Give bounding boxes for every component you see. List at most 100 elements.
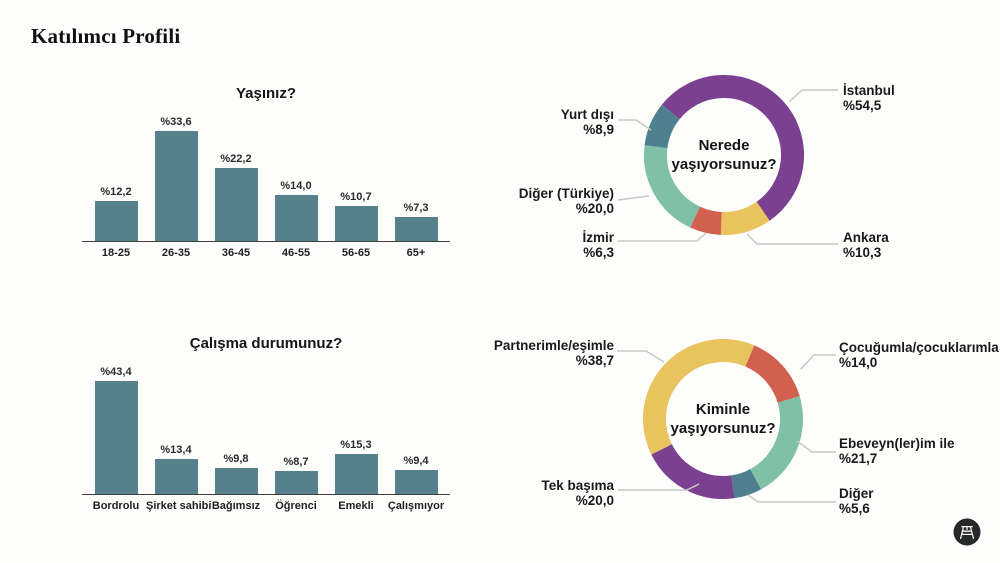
segment-name: Diğer (Türkiye) [518, 186, 614, 201]
bar-value-label: %12,2 [100, 186, 132, 198]
age-bar-chart: Yaşınız? %12,2 %33,6 %22,2 %14,0 %10,7 %7,3 1… [82, 84, 450, 259]
segment-name: Ebeveyn(ler)im ile [839, 436, 955, 451]
bar-category-label: 26-35 [161, 247, 191, 259]
bar-category-label: 36-45 [221, 247, 251, 259]
bar-value-label: %22,2 [220, 153, 252, 165]
bar-value-label: %10,7 [340, 191, 372, 203]
bar-category-label: 56-65 [341, 247, 371, 259]
bar [334, 454, 378, 494]
bar-category-label: Bordrolu [92, 500, 140, 512]
bar [214, 168, 258, 241]
donut-segment [720, 201, 770, 235]
bar [94, 201, 138, 241]
bar [394, 470, 438, 494]
bar-value-label: %43,4 [100, 366, 132, 378]
bar [274, 195, 318, 241]
bar [154, 459, 198, 494]
label-partnerimle: Partnerimle/eşimle %38,7 [434, 338, 614, 368]
bar-column: %10,7 [326, 191, 386, 241]
segment-name: Ankara [843, 230, 889, 245]
donut-segment [730, 468, 762, 499]
donut-segment [661, 75, 804, 221]
chart-title: Çalışma durumunuz? [189, 335, 343, 352]
label-diger: Diğer %5,6 [839, 486, 874, 516]
work-bar-chart: Çalışma durumunuz? %43,4 %13,4 %9,8 %8,7 %15… [82, 334, 450, 512]
segment-name: Yurt dışı [560, 107, 614, 122]
bar-category-label: 18-25 [101, 247, 131, 259]
bar-column: %12,2 [86, 186, 146, 241]
segment-name: İstanbul [843, 83, 895, 98]
bar-value-label: %9,8 [223, 453, 249, 465]
label-diger-turkiye: Diğer (Türkiye) %20,0 [454, 186, 614, 216]
donut-segment [651, 443, 735, 499]
bar-column: %33,6 [146, 116, 206, 241]
bar-value-label: %7,3 [403, 202, 429, 214]
segment-value: %38,7 [575, 353, 614, 368]
segment-value: %8,9 [583, 122, 614, 137]
label-istanbul: İstanbul %54,5 [843, 83, 895, 113]
bar-value-label: %8,7 [283, 456, 309, 468]
bar [334, 206, 378, 241]
bar [394, 217, 438, 241]
segment-value: %14,0 [839, 355, 878, 370]
bar-column: %13,4 [146, 444, 206, 494]
bar [274, 471, 318, 494]
bar [94, 381, 138, 494]
label-tek-basima: Tek başıma %20,0 [454, 478, 614, 508]
donut-segment [749, 396, 803, 490]
bar [154, 131, 198, 241]
label-ebeveyn: Ebeveyn(ler)im ile %21,7 [839, 436, 955, 466]
bar-value-label: %9,4 [403, 455, 429, 467]
bar-value-label: %14,0 [280, 180, 312, 192]
donut-segment [644, 104, 681, 149]
bar-column: %9,4 [386, 455, 446, 494]
segment-value: %6,3 [583, 245, 614, 260]
bar-column: %14,0 [266, 180, 326, 241]
stool-icon [953, 518, 981, 546]
bar-category-label: Bağımsız [211, 500, 261, 512]
bar-plot-area: %43,4 %13,4 %9,8 %8,7 %15,3 %9,4 [82, 366, 450, 495]
bar-plot-area: %12,2 %33,6 %22,2 %14,0 %10,7 %7,3 [82, 116, 450, 242]
bar-category-label: Çalışmıyor [387, 500, 445, 512]
label-izmir: İzmir %6,3 [494, 230, 614, 260]
donut-segment [690, 206, 723, 235]
bar-column: %15,3 [326, 439, 386, 494]
bar-category-label: Öğrenci [275, 500, 317, 512]
household-donut-chart [643, 339, 803, 499]
segment-value: %54,5 [843, 98, 882, 113]
residence-donut-chart [644, 75, 804, 235]
bar-column: %9,8 [206, 453, 266, 494]
label-ankara: Ankara %10,3 [843, 230, 889, 260]
bar-value-label: %13,4 [160, 444, 192, 456]
bar-category-axis: 18-25 26-35 36-45 46-55 56-65 65+ [82, 247, 450, 259]
page-title: Katılımcı Profili [31, 24, 181, 48]
bar-category-label: Şirket sahibi [146, 500, 212, 512]
segment-value: %5,6 [839, 501, 870, 516]
chart-title: Yaşınız? [235, 85, 297, 102]
label-yurt-disi: Yurt dışı %8,9 [494, 107, 614, 137]
bar [214, 468, 258, 494]
bar-category-label: 46-55 [281, 247, 311, 259]
segment-name: Tek başıma [541, 478, 614, 493]
donut-segment [744, 345, 800, 404]
segment-value: %20,0 [575, 493, 614, 508]
bar-column: %43,4 [86, 366, 146, 494]
bar-column: %8,7 [266, 456, 326, 494]
bar-category-label: Emekli [338, 500, 374, 512]
bar-category-label: 65+ [406, 247, 426, 259]
segment-value: %10,3 [843, 245, 882, 260]
bar-value-label: %33,6 [160, 116, 192, 128]
donut-segment [643, 339, 755, 455]
label-cocugumla: Çocuğumla/çocuklarımla %14,0 [839, 340, 999, 370]
bar-value-label: %15,3 [340, 439, 372, 451]
bar-column: %22,2 [206, 153, 266, 241]
donut-segment [644, 145, 701, 228]
segment-name: Diğer [839, 486, 874, 501]
segment-value: %20,0 [575, 201, 614, 216]
bar-column: %7,3 [386, 202, 446, 241]
segment-name: İzmir [582, 230, 614, 245]
segment-name: Çocuğumla/çocuklarımla [839, 340, 999, 355]
bar-category-axis: Bordrolu Şirket sahibi Bağımsız Öğrenci Emek… [82, 500, 450, 512]
segment-value: %21,7 [839, 451, 878, 466]
